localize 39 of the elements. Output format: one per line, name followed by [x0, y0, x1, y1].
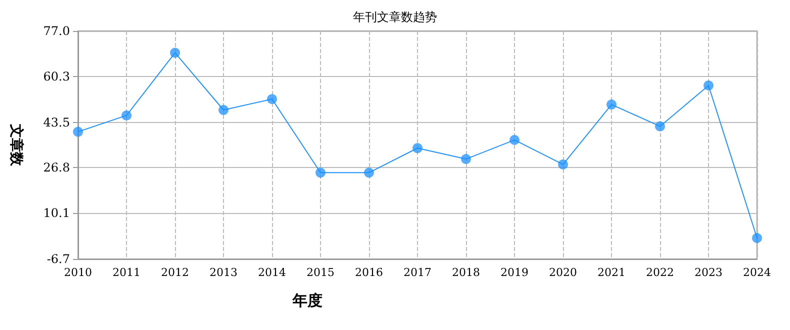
point — [122, 110, 132, 120]
x-tick-label: 2014 — [258, 266, 286, 279]
x-tick-label: 2018 — [452, 266, 480, 279]
point — [655, 121, 665, 132]
point — [267, 94, 277, 104]
x-tick-label: 2019 — [500, 266, 528, 279]
point — [558, 159, 568, 170]
point — [704, 80, 714, 90]
x-tick-label: 2020 — [549, 266, 577, 279]
y-tick-label: -6.7 — [46, 252, 70, 266]
point — [752, 233, 762, 244]
point — [73, 126, 83, 137]
point — [461, 154, 471, 164]
y-tick-label: 77.0 — [43, 24, 70, 38]
x-tick-label: 2024 — [743, 266, 771, 279]
point — [316, 168, 326, 178]
chart-title: 年刊文章数趋势 — [353, 10, 437, 24]
x-tick-label: 2017 — [404, 266, 432, 279]
point — [170, 48, 180, 58]
point — [364, 168, 374, 178]
point — [412, 143, 422, 154]
x-tick-label: 2022 — [646, 266, 674, 279]
x-tick-label: 2023 — [694, 266, 722, 279]
x-axis-title: 年度 — [292, 292, 322, 310]
x-tick-label: 2021 — [598, 266, 626, 279]
point — [218, 105, 228, 115]
x-tick-label: 2010 — [64, 266, 92, 279]
point — [510, 134, 520, 145]
y-tick-label: 26.8 — [43, 160, 70, 175]
y-tick-label: 10.1 — [43, 206, 70, 220]
point — [606, 100, 616, 110]
x-tick-label: 2015 — [306, 266, 334, 279]
y-axis-title: 文章数 — [8, 123, 25, 167]
y-tick-label: 43.5 — [43, 115, 70, 130]
x-tick-label: 2016 — [355, 266, 383, 279]
x-tick-label: 2011 — [112, 266, 140, 279]
y-tick-label: 60.3 — [43, 69, 70, 84]
x-tick-label: 2012 — [161, 266, 189, 279]
x-tick-label: 2013 — [210, 266, 238, 279]
